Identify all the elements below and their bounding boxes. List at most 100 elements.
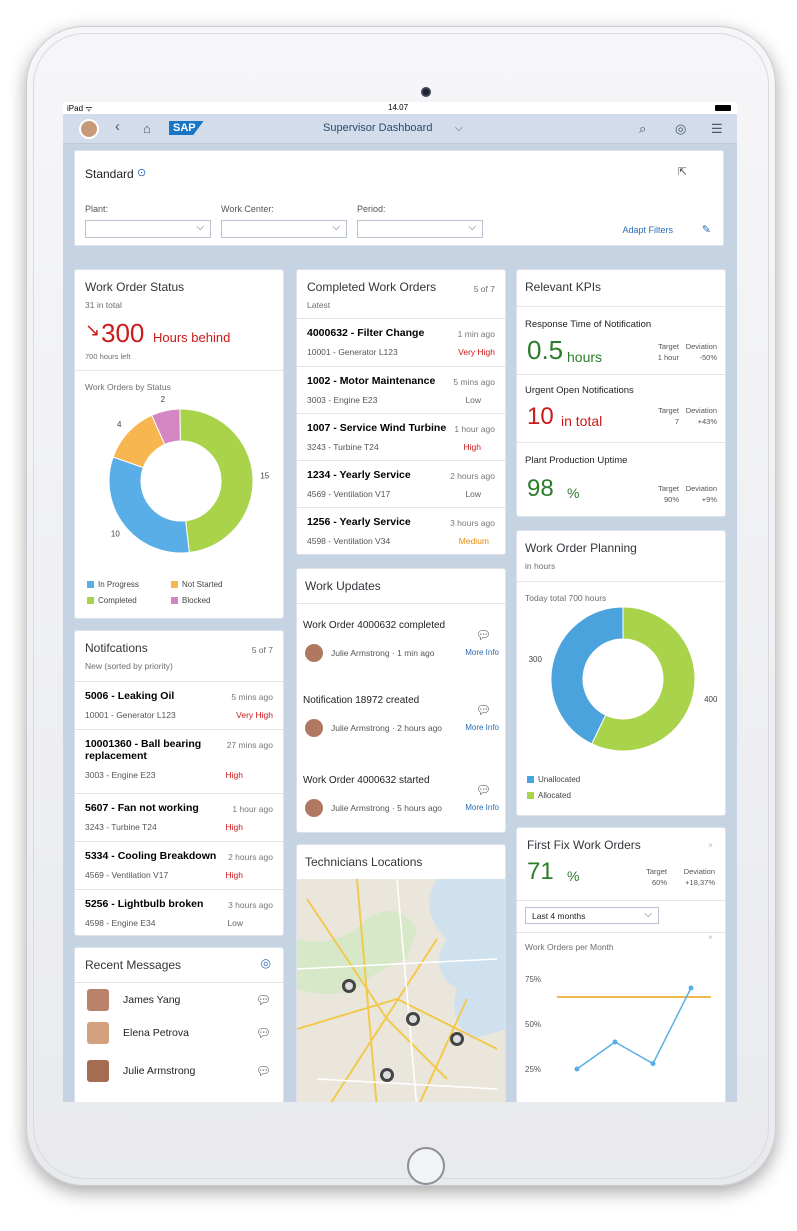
data-label: 4	[117, 420, 122, 429]
list-item[interactable]: 1007 - Service Wind Turbine 3243 - Turbi…	[297, 413, 505, 460]
notifications-icon[interactable]: ◎	[675, 121, 687, 136]
home-button[interactable]	[407, 1147, 445, 1185]
target-label: Target	[658, 406, 679, 415]
item-title: 4000632 - Filter Change	[307, 327, 425, 339]
data-point[interactable]	[650, 1061, 656, 1067]
work-order-status-card[interactable]: Work Order Status 31 in total ↘ 300 Hour…	[74, 269, 284, 619]
deviation-value: +18,37%	[685, 878, 715, 887]
chat-icon[interactable]: ◎	[260, 956, 271, 970]
target-label: Target	[646, 867, 667, 876]
list-item[interactable]: 5256 - Lightbulb broken 4598 - Engine E3…	[75, 889, 283, 935]
list-item[interactable]: 4000632 - Filter Change 10001 - Generato…	[297, 318, 505, 366]
list-item[interactable]: Elena Petrova 💬︎	[75, 1016, 283, 1052]
pin-icon[interactable]: ✎	[701, 224, 711, 236]
search-icon[interactable]: ⌕	[639, 121, 647, 136]
chevron-down-icon[interactable]: ⌵	[455, 123, 463, 134]
chat-bubble-icon[interactable]: 💬︎	[475, 628, 491, 642]
item-time: 27 mins ago	[226, 740, 273, 750]
completed-work-orders-card[interactable]: Completed Work Orders 5 of 7 Latest 4000…	[296, 269, 506, 555]
chat-bubble-icon[interactable]: 💬︎	[475, 783, 491, 797]
work-order-planning-card[interactable]: Work Order Planning in hours Today total…	[516, 530, 726, 816]
item-title: 1234 - Yearly Service	[307, 469, 411, 481]
list-item[interactable]: 1256 - Yearly Service 4598 - Ventilation…	[297, 507, 505, 554]
status-donut-chart[interactable]: 2 15 10 4	[85, 396, 275, 566]
list-item[interactable]: 5334 - Cooling Breakdown 4569 - Ventilat…	[75, 841, 283, 889]
first-fix-card[interactable]: First Fix Work Orders × 71 % Target 60% D…	[516, 827, 726, 1102]
kpi-note: 700 hours left	[85, 352, 131, 361]
donut-slice[interactable]	[591, 606, 696, 752]
map[interactable]	[297, 879, 505, 1102]
home-icon[interactable]: ⌂	[143, 121, 151, 136]
sap-logo[interactable]: SAP	[169, 121, 204, 135]
period-dropdown[interactable]: Last 4 months ⌵	[525, 907, 659, 924]
technician-marker-icon[interactable]	[450, 1032, 464, 1046]
list-item[interactable]: 5006 - Leaking Oil 10001 - Generator L12…	[75, 681, 283, 729]
data-point[interactable]	[688, 985, 694, 991]
donut-slice[interactable]	[108, 456, 190, 554]
chat-bubble-icon[interactable]: 💬︎	[255, 1064, 271, 1078]
item-title: 5256 - Lightbulb broken	[85, 898, 204, 910]
chat-bubble-icon[interactable]: 💬︎	[475, 703, 491, 717]
list-item[interactable]: 1002 - Motor Maintenance 3003 - Engine E…	[297, 366, 505, 413]
item-title: 5334 - Cooling Breakdown	[85, 850, 217, 862]
clock: 14.07	[388, 103, 409, 112]
kpi-item[interactable]: Response Time of Notification 0.5 hours …	[517, 306, 725, 374]
kpi-item[interactable]: Urgent Open Notifications 10 in total Ta…	[517, 374, 725, 442]
donut-slice[interactable]	[550, 606, 624, 745]
recent-messages-card[interactable]: Recent Messages ◎ James Yang 💬︎ Elena Pe…	[74, 947, 284, 1102]
data-point[interactable]	[612, 1039, 618, 1045]
more-info-link[interactable]: More Info	[465, 648, 499, 657]
kpi-deviation: Deviation +18,37%	[684, 866, 715, 888]
deviation-value: -50%	[699, 353, 717, 362]
user-avatar[interactable]	[79, 119, 99, 139]
more-info-link[interactable]: More Info	[465, 803, 499, 812]
item-time: 3 hours ago	[450, 518, 495, 528]
update-item[interactable]: Work Order 4000632 completed Julie Armst…	[297, 603, 505, 681]
list-item[interactable]: 1234 - Yearly Service 4569 - Ventilation…	[297, 460, 505, 507]
list-item[interactable]: 10001360 - Ball bearing replacement 3003…	[75, 729, 283, 793]
update-item[interactable]: Work Order 4000632 started Julie Armstro…	[297, 757, 505, 832]
item-title: 5006 - Leaking Oil	[85, 690, 175, 702]
close-icon[interactable]: ×	[708, 932, 713, 942]
technician-marker-icon[interactable]	[342, 979, 356, 993]
app-title[interactable]: Supervisor Dashboard	[323, 122, 433, 134]
technicians-locations-card[interactable]: Technicians Locations	[296, 844, 506, 1102]
kpi-value: 300	[101, 318, 145, 348]
technician-marker-icon[interactable]	[380, 1068, 394, 1082]
chat-bubble-icon[interactable]: 💬︎	[255, 1026, 271, 1040]
kpi-target: Target 7	[658, 405, 679, 427]
work-updates-card[interactable]: Work Updates Work Order 4000632 complete…	[296, 568, 506, 833]
planning-donut-chart[interactable]: 400 300	[523, 605, 721, 755]
map-canvas[interactable]	[297, 879, 505, 1102]
notifications-card[interactable]: Notifcations 5 of 7 New (sorted by prior…	[74, 630, 284, 936]
card-subtitle: New (sorted by priority)	[85, 661, 173, 671]
update-item[interactable]: Notification 18972 created Julie Armstro…	[297, 681, 505, 757]
variant-label[interactable]: Standard	[85, 167, 134, 181]
plant-select[interactable]: ⌵	[85, 220, 211, 238]
status-bar: iPad ᯤ 14.07	[63, 102, 737, 114]
list-item[interactable]: James Yang 💬︎	[75, 982, 283, 1018]
kpi-target: Target 1 hour	[658, 341, 679, 363]
tick-label: 75%	[525, 975, 541, 984]
technician-marker-icon[interactable]	[406, 1012, 420, 1026]
list-item[interactable]: Julie Armstrong 💬︎	[75, 1054, 283, 1090]
close-icon[interactable]: ×	[708, 840, 713, 850]
item-sub: 10001 - Generator L123	[85, 710, 176, 720]
donut-slice[interactable]	[112, 414, 166, 469]
adapt-filters-link[interactable]: Adapt Filters	[622, 225, 673, 235]
kpi-item[interactable]: Plant Production Uptime 98 % Target 90% D…	[517, 442, 725, 516]
menu-icon[interactable]: ☰	[711, 121, 723, 136]
period-select[interactable]: ⌵	[357, 220, 483, 238]
variant-chevron-icon[interactable]: ⊙	[137, 167, 147, 179]
data-point[interactable]	[574, 1066, 580, 1072]
more-info-link[interactable]: More Info	[465, 723, 499, 732]
chat-bubble-icon[interactable]: 💬︎	[255, 993, 271, 1007]
donut-slice[interactable]	[179, 408, 254, 554]
back-icon[interactable]: ‹	[115, 118, 120, 135]
work-orders-line-chart[interactable]: 75% 50% 25%	[521, 960, 721, 1090]
list-item[interactable]: 5607 - Fan not working 3243 - Turbine T2…	[75, 793, 283, 841]
series-line	[576, 987, 692, 1070]
share-icon[interactable]: ⇱	[677, 166, 687, 178]
work-center-select[interactable]: ⌵	[221, 220, 347, 238]
relevant-kpis-card[interactable]: Relevant KPIs Response Time of Notificat…	[516, 269, 726, 517]
